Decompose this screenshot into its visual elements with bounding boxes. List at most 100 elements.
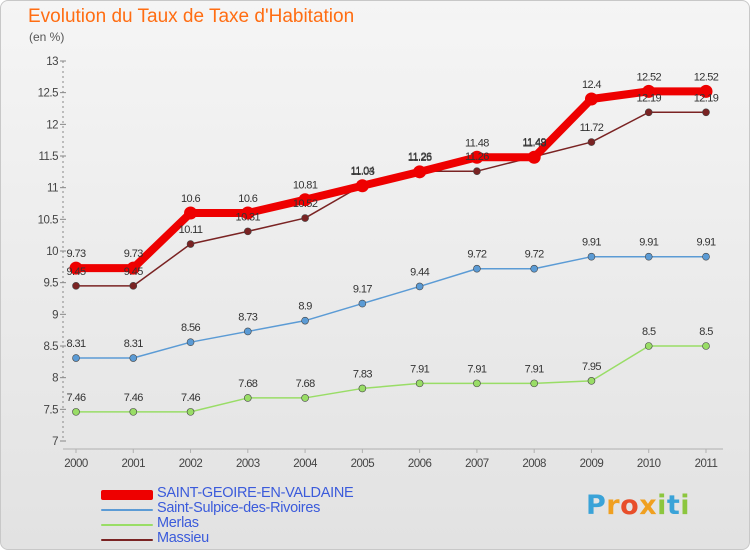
logo-letter: t [666, 490, 681, 521]
x-tick-label: 2000 [64, 458, 88, 470]
series-line-2 [75, 345, 707, 413]
data-label: 8.31 [124, 338, 143, 350]
legend-swatch [101, 538, 153, 541]
data-label: 12.52 [636, 71, 661, 83]
data-label: 9.91 [582, 237, 601, 249]
x-tick-label: 2008 [522, 458, 546, 470]
data-label: 9.44 [410, 266, 429, 278]
data-point [644, 108, 653, 117]
data-point [584, 92, 598, 106]
proxiti-logo: Proxiti [586, 490, 690, 521]
y-tick-label: 10 [46, 246, 58, 258]
data-label: 7.68 [296, 378, 315, 390]
legend-label: Saint-Sulpice-des-Rivoires [157, 500, 321, 516]
data-point [301, 394, 309, 402]
data-label: 11.26 [465, 151, 489, 163]
legend-label: SAINT-GEOIRE-EN-VALDAINE [157, 485, 354, 501]
data-point [587, 377, 596, 385]
data-label: 9.45 [124, 266, 143, 278]
data-label: 10.81 [293, 180, 318, 192]
data-point [644, 252, 653, 261]
data-point [129, 408, 138, 416]
data-label: 7.91 [410, 363, 429, 375]
legend-swatch [101, 508, 153, 511]
data-point [587, 138, 596, 146]
data-label: 11.48 [465, 137, 489, 149]
data-label: 11.72 [580, 122, 604, 134]
data-label: 10.31 [236, 211, 261, 223]
data-label: 8.31 [66, 338, 85, 350]
data-label: 9.72 [525, 249, 544, 261]
data-point [72, 282, 80, 290]
data-point [587, 252, 596, 261]
data-label: 10.11 [179, 224, 203, 236]
data-point [184, 206, 198, 220]
data-label: 12.19 [694, 92, 719, 104]
data-label: 11.04 [351, 165, 375, 177]
data-label: 9.91 [696, 237, 715, 249]
data-point [186, 408, 195, 416]
x-tick-label: 2011 [695, 458, 718, 470]
series-line-1 [75, 255, 707, 359]
legend-label: Massieu [157, 530, 209, 546]
logo-letter: r [606, 490, 621, 521]
data-label: 7.68 [238, 378, 257, 390]
data-label: 7.46 [124, 392, 143, 404]
y-tick-label: 12 [46, 119, 58, 131]
data-label: 11.26 [408, 151, 432, 163]
data-point [129, 354, 138, 362]
x-tick-label: 2009 [580, 458, 604, 470]
data-point [415, 282, 424, 291]
legend-swatch [101, 489, 153, 500]
x-tick-label: 2002 [179, 458, 203, 470]
x-tick-label: 2007 [465, 458, 489, 470]
x-tick-label: 2010 [637, 458, 661, 470]
data-label: 10.6 [238, 193, 257, 205]
data-label: 7.91 [525, 363, 544, 375]
data-label: 8.56 [181, 322, 200, 334]
data-label: 8.5 [642, 326, 656, 338]
y-tick-label: 11 [47, 183, 58, 195]
data-point [473, 264, 481, 273]
y-tick-label: 11.5 [38, 151, 58, 163]
data-label: 9.72 [467, 249, 486, 261]
data-label: 12.4 [582, 79, 601, 91]
data-label: 11.25 [408, 152, 432, 164]
data-point [244, 227, 252, 236]
data-point [241, 206, 255, 220]
data-label: 7.91 [467, 363, 486, 375]
data-point [358, 384, 367, 393]
data-label: 8.5 [699, 326, 713, 338]
data-point [186, 240, 195, 248]
y-tick-label: 13 [46, 56, 58, 68]
data-label: 11.48 [522, 137, 546, 149]
y-tick-label: 9.5 [44, 278, 59, 290]
data-point [530, 264, 538, 273]
x-tick-label: 2005 [351, 458, 375, 470]
data-label: 7.95 [582, 361, 601, 373]
logo-letter: i [680, 490, 691, 521]
data-label: 11.03 [351, 166, 375, 178]
data-point [72, 408, 80, 416]
data-label: 10.52 [293, 198, 318, 210]
data-label: 9.73 [124, 248, 143, 260]
data-label: 7.46 [66, 392, 85, 404]
legend-swatch [101, 523, 153, 526]
data-point [415, 379, 424, 388]
x-tick-label: 2003 [236, 458, 260, 470]
data-label: 9.45 [66, 266, 85, 278]
data-point [358, 299, 367, 308]
data-point [129, 282, 138, 290]
data-point [244, 394, 252, 402]
data-label: 7.83 [353, 368, 372, 380]
data-point [699, 84, 713, 98]
data-point [301, 214, 309, 222]
data-point [69, 261, 83, 275]
logo-letter: P [586, 490, 607, 521]
data-point [126, 261, 140, 275]
logo-letter: o [620, 490, 640, 521]
series-line-0 [72, 87, 710, 273]
data-point [473, 167, 481, 175]
